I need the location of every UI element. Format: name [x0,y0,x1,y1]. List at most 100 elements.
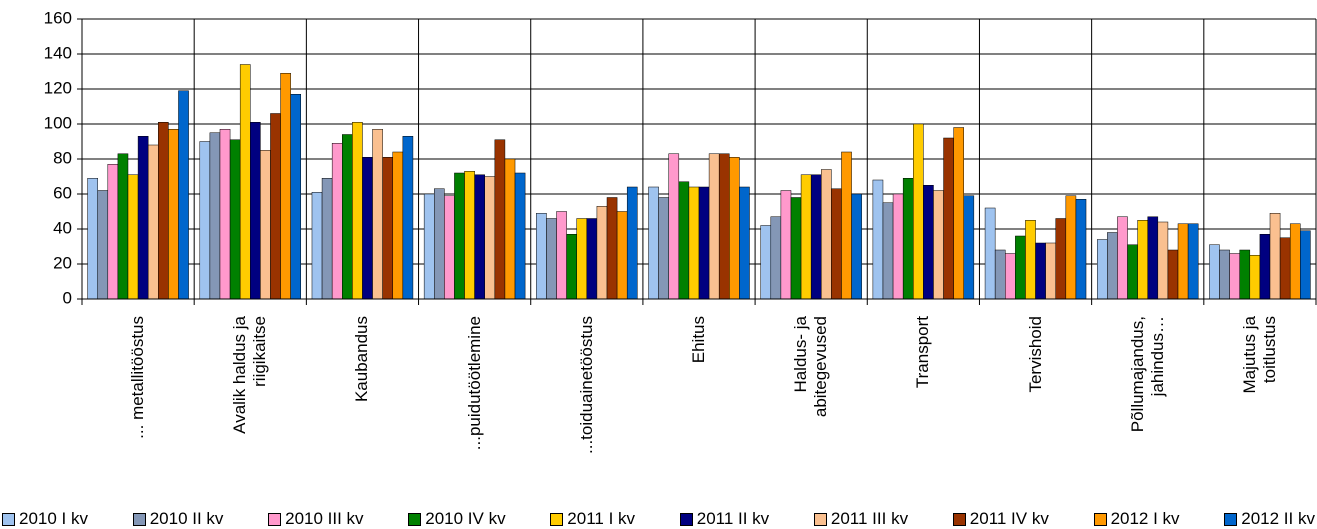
bar [546,218,557,300]
bar [1025,220,1036,300]
bar [382,157,393,300]
bar [1005,253,1016,300]
legend-label: 2012 I kv [1110,509,1180,528]
bar [1259,234,1271,300]
bar [270,113,281,300]
bar [790,197,802,300]
bar [1045,242,1056,300]
bar [566,234,577,300]
bar [1187,223,1199,300]
bar [1209,244,1220,300]
legend-item: 2011 I kv [550,509,635,529]
bar [1096,239,1108,300]
legend-swatch [2,512,15,526]
bar [423,193,435,300]
bar [963,195,975,300]
bar [872,179,884,300]
x-tick-label: Majutus ja toitlustus [1239,316,1279,394]
bar [780,190,792,300]
x-tick-label: ...puidutöötlemine [464,316,484,451]
legend-swatch [1224,512,1238,526]
legend-item: 2010 IV kv [408,509,506,529]
bar [1107,232,1118,300]
bar [576,218,588,300]
bar [168,129,179,300]
bar [494,139,506,300]
bar [668,153,680,300]
bar [882,202,894,300]
bar [311,192,323,300]
bar [1167,249,1179,300]
legend-item: 2012 II kv [1224,509,1315,529]
bar [596,206,608,300]
bar [933,190,944,300]
x-tick-label: ... metallitööstus [128,316,148,439]
bar [1137,220,1148,300]
y-tick-label: 140 [44,43,72,62]
legend-swatch [1093,512,1107,526]
bar [902,178,914,300]
bar [984,207,996,300]
x-tick-label: Põllumajandus, jahindus… [1127,316,1167,433]
x-tick-label: ...toiduainetööstus [576,316,596,454]
y-tick-label: 20 [53,253,72,272]
bar [760,225,772,300]
x-tick-label: Haldus- ja abitegevused [791,316,831,418]
bar [87,178,98,300]
bar [260,150,271,300]
bar [444,195,455,300]
bar [892,193,904,300]
bar [1279,237,1291,300]
x-tick-label: Transport [913,316,933,389]
bar [729,157,740,300]
bar [372,129,383,300]
bar [402,136,414,300]
bar [770,216,782,300]
legend-item: 2010 III kv [268,509,364,529]
bar [626,186,638,300]
bar [137,136,149,300]
bar [831,188,842,300]
y-tick-label: 80 [53,148,72,167]
bar [229,139,241,300]
bar [536,213,547,300]
legend-item: 2011 IV kv [952,509,1049,529]
bar [514,172,526,300]
bar [994,249,1006,300]
bar [464,171,475,300]
bar [810,174,822,300]
bar [321,178,333,300]
bar [504,158,516,300]
legend-swatch [550,512,564,526]
bar [362,157,373,300]
bar [342,134,353,300]
bar [1015,235,1026,300]
legend-item: 2010 I kv [2,509,88,529]
bar [1147,216,1159,300]
y-tick-label: 0 [63,288,72,307]
bar [913,123,924,300]
bar [821,169,832,300]
bar [199,141,211,300]
bar [107,164,119,300]
bar [688,186,700,300]
y-tick-label: 100 [44,113,72,132]
bar [800,174,812,300]
x-tick-label: Avalik haldus ja riigikaitse [230,316,270,434]
bar [239,64,251,300]
legend-label: 2011 IV kv [969,509,1049,528]
bar [352,122,363,300]
bar [250,122,261,300]
bar [953,127,964,300]
bar [178,90,189,300]
legend-label: 2010 I kv [19,509,88,528]
legend: 2010 I kv 2010 II kv 2010 III kv 2010 IV kv… [2,509,1315,529]
bar [658,197,669,300]
x-tick-label: Tervishoid [1025,316,1045,393]
bar [698,186,710,300]
bar [923,185,934,300]
legend-label: 2010 III kv [285,509,364,528]
bar [1035,242,1046,300]
bar [454,172,465,300]
